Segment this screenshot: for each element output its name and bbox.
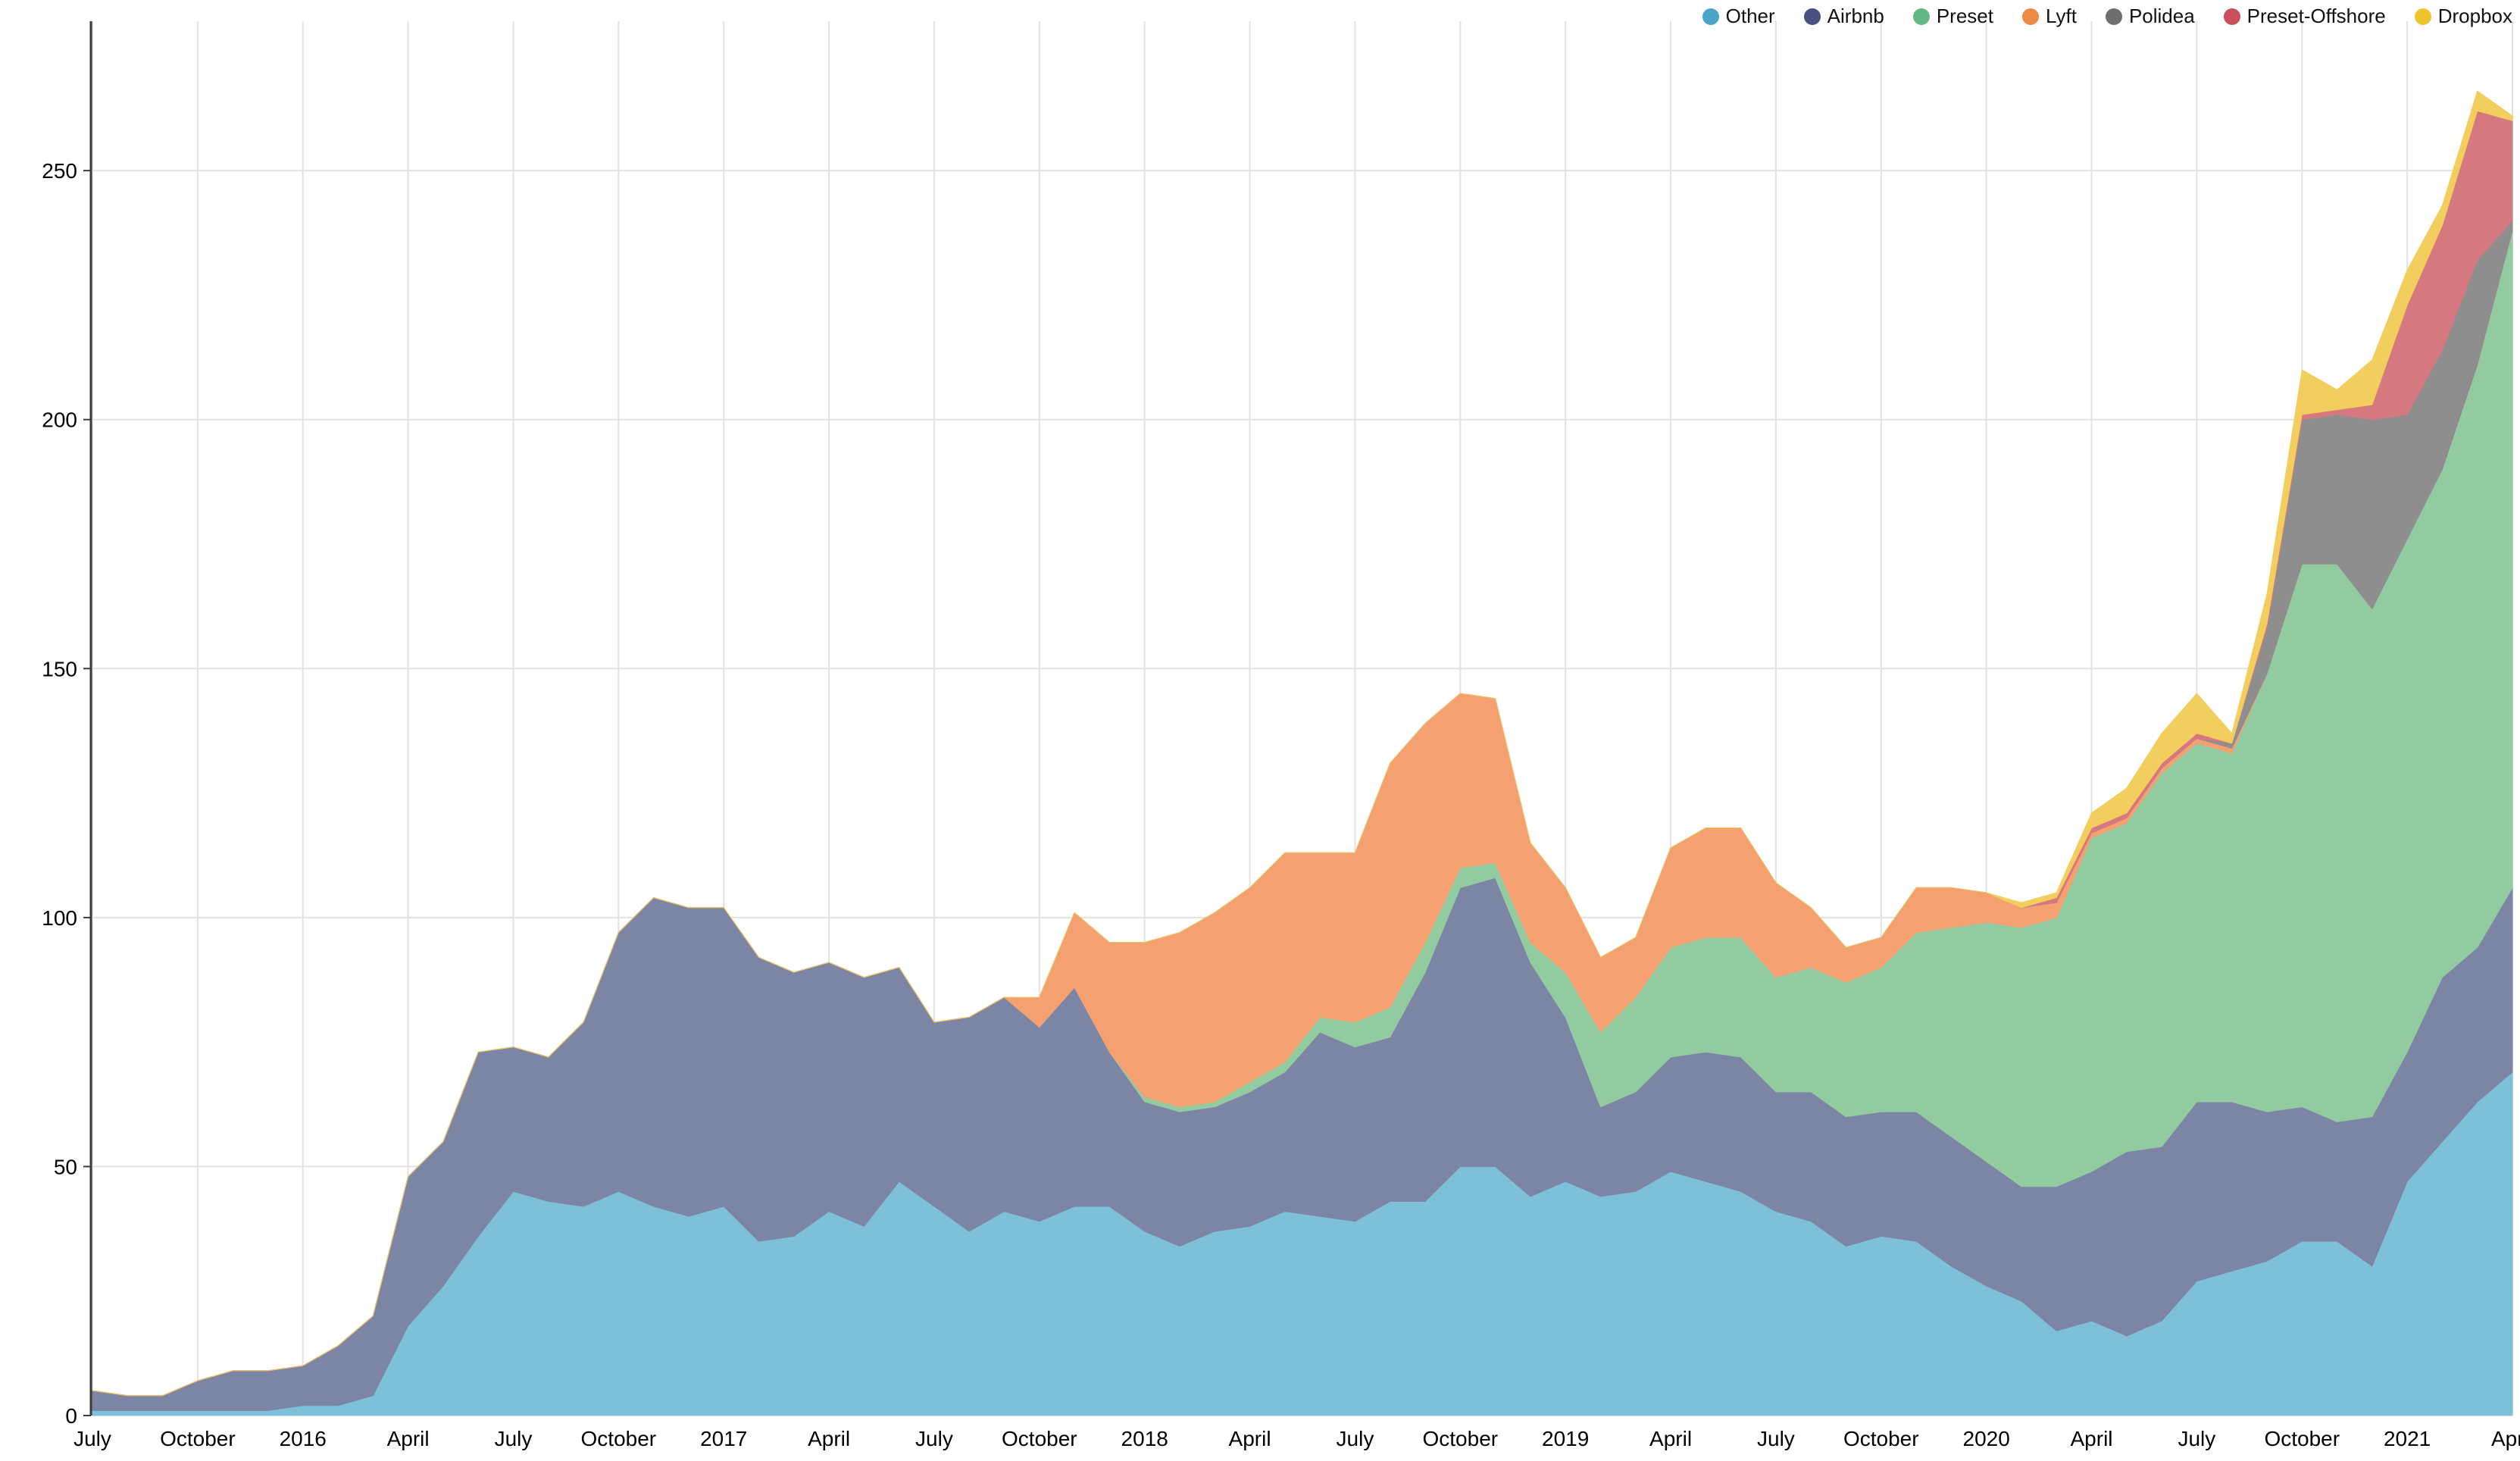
x-tick-label: July	[915, 1427, 953, 1450]
x-tick-label: July	[2178, 1427, 2215, 1450]
x-tick-label: October	[581, 1427, 657, 1450]
y-tick-label: 150	[42, 657, 77, 680]
legend-item-dropbox[interactable]: Dropbox	[2414, 5, 2512, 28]
y-tick-label: 100	[42, 906, 77, 930]
x-tick-label: 2020	[1963, 1427, 2010, 1450]
y-tick-label: 0	[65, 1404, 77, 1428]
x-tick-label: 2019	[1542, 1427, 1589, 1450]
legend-dot-dropbox	[2414, 8, 2431, 25]
x-tick-label: April	[2491, 1427, 2520, 1450]
x-tick-label: April	[808, 1427, 850, 1450]
x-tick-label: October	[1002, 1427, 1077, 1450]
x-axis: July October 2016 April July October 2017 April…	[73, 1427, 2520, 1450]
legend-item-preset-offshore[interactable]: Preset-Offshore	[2223, 5, 2386, 28]
x-tick-label: April	[1229, 1427, 1271, 1450]
legend-item-polidea[interactable]: Polidea	[2105, 5, 2195, 28]
x-tick-label: July	[73, 1427, 111, 1450]
legend-item-lyft[interactable]: Lyft	[2021, 5, 2077, 28]
x-tick-label: 2018	[1121, 1427, 1168, 1450]
legend-dot-preset	[1912, 8, 1930, 25]
x-tick-label: October	[1843, 1427, 1919, 1450]
x-tick-label: October	[2264, 1427, 2340, 1450]
legend-dot-preset-offshore	[2223, 8, 2240, 25]
x-tick-label: April	[2071, 1427, 2113, 1450]
x-tick-label: July	[1757, 1427, 1795, 1450]
x-tick-label: July	[1337, 1427, 1374, 1450]
y-tick-label: 250	[42, 159, 77, 183]
legend-label: Dropbox	[2437, 5, 2512, 27]
chart-legend: Other Airbnb Preset Lyft Polidea Preset-Offsh…	[1702, 5, 2512, 28]
legend-item-other[interactable]: Other	[1702, 5, 1775, 28]
y-tick-label: 50	[54, 1155, 77, 1178]
legend-item-preset[interactable]: Preset	[1912, 5, 1993, 28]
legend-label: Preset-Offshore	[2246, 5, 2386, 27]
legend-label: Other	[1725, 5, 1775, 27]
legend-label: Preset	[1936, 5, 1993, 27]
legend-dot-other	[1702, 8, 1719, 25]
legend-label: Polidea	[2128, 5, 2195, 27]
x-tick-label: 2016	[280, 1427, 327, 1450]
x-tick-label: 2017	[700, 1427, 747, 1450]
x-tick-label: July	[495, 1427, 533, 1450]
area-series	[92, 90, 2513, 1416]
legend-item-airbnb[interactable]: Airbnb	[1803, 5, 1884, 28]
x-tick-label: 2021	[2384, 1427, 2431, 1450]
legend-dot-airbnb	[1803, 8, 1821, 25]
x-tick-label: October	[160, 1427, 236, 1450]
legend-label: Airbnb	[1827, 5, 1884, 27]
legend-label: Lyft	[2045, 5, 2077, 27]
x-tick-label: April	[1649, 1427, 1692, 1450]
y-axis: 0 50 100 150 200 250	[42, 21, 92, 1428]
legend-dot-polidea	[2105, 8, 2122, 25]
y-tick-label: 200	[42, 408, 77, 432]
x-tick-label: April	[387, 1427, 430, 1450]
area-dropbox	[92, 90, 2513, 1397]
x-tick-label: October	[1422, 1427, 1498, 1450]
legend-dot-lyft	[2021, 8, 2039, 25]
